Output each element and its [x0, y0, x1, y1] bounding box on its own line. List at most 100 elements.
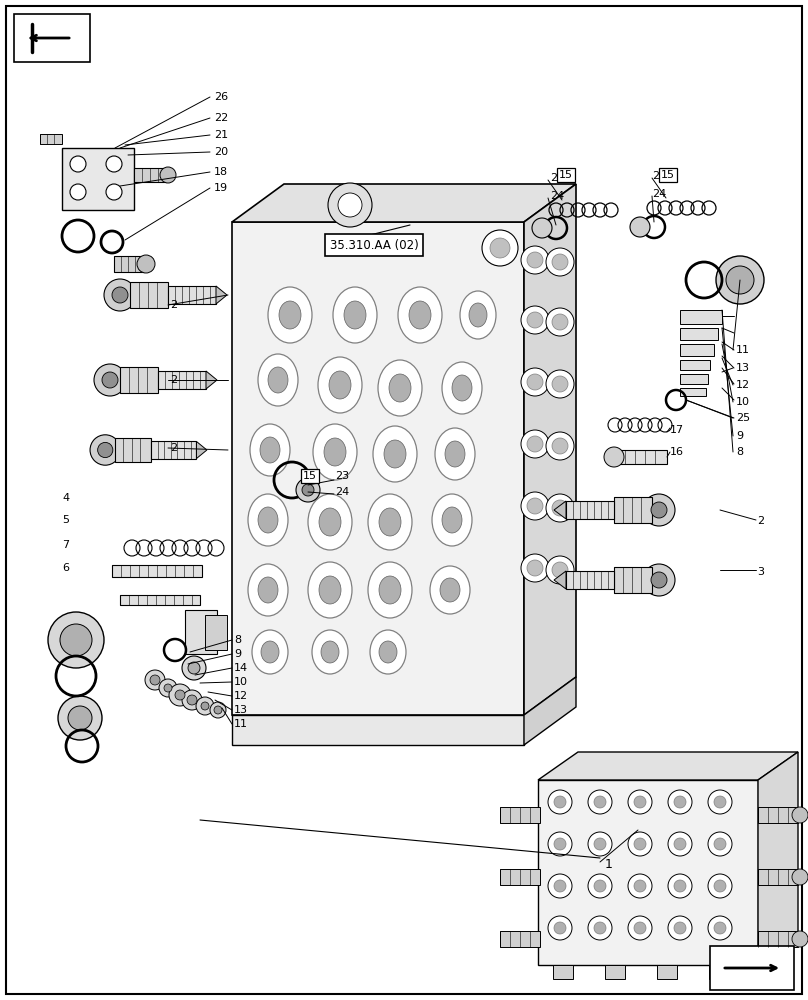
Circle shape	[548, 916, 572, 940]
Circle shape	[527, 252, 543, 268]
Circle shape	[159, 679, 177, 697]
Circle shape	[628, 832, 652, 856]
Circle shape	[634, 796, 646, 808]
Circle shape	[668, 832, 692, 856]
Text: 9: 9	[736, 431, 743, 441]
Circle shape	[716, 256, 764, 304]
Circle shape	[726, 266, 754, 294]
Ellipse shape	[258, 577, 278, 603]
Ellipse shape	[469, 303, 487, 327]
Circle shape	[552, 438, 568, 454]
Circle shape	[588, 874, 612, 898]
Polygon shape	[554, 571, 566, 589]
Circle shape	[196, 697, 214, 715]
Text: 10: 10	[736, 397, 750, 407]
Circle shape	[160, 167, 176, 183]
Text: 20: 20	[214, 147, 228, 157]
Circle shape	[634, 880, 646, 892]
Bar	[112, 565, 202, 577]
Circle shape	[482, 230, 518, 266]
Polygon shape	[554, 501, 566, 519]
Text: 12: 12	[736, 380, 750, 390]
Text: 12: 12	[234, 691, 248, 701]
Circle shape	[643, 564, 675, 596]
Ellipse shape	[344, 301, 366, 329]
Circle shape	[588, 916, 612, 940]
Circle shape	[302, 484, 314, 496]
Circle shape	[521, 246, 549, 274]
Circle shape	[792, 807, 808, 823]
Text: 2: 2	[170, 300, 177, 310]
Circle shape	[594, 838, 606, 850]
Bar	[500, 931, 540, 947]
Bar	[709, 965, 729, 979]
Text: 5: 5	[62, 515, 69, 525]
Circle shape	[554, 796, 566, 808]
Circle shape	[164, 684, 172, 692]
Circle shape	[150, 675, 160, 685]
Ellipse shape	[379, 576, 401, 604]
Polygon shape	[206, 371, 217, 389]
Polygon shape	[232, 222, 524, 715]
Text: 11: 11	[234, 719, 248, 729]
Ellipse shape	[430, 566, 470, 614]
Circle shape	[546, 556, 574, 584]
Circle shape	[588, 790, 612, 814]
Text: 22: 22	[214, 113, 228, 123]
Ellipse shape	[368, 562, 412, 618]
Circle shape	[714, 880, 726, 892]
Circle shape	[296, 478, 320, 502]
Circle shape	[104, 279, 136, 311]
Polygon shape	[14, 14, 90, 62]
Polygon shape	[524, 677, 576, 745]
Text: 4: 4	[62, 493, 69, 503]
Circle shape	[527, 560, 543, 576]
Text: 3: 3	[757, 567, 764, 577]
Text: 2: 2	[170, 443, 177, 453]
Circle shape	[548, 790, 572, 814]
Circle shape	[668, 874, 692, 898]
Circle shape	[630, 217, 650, 237]
Text: 15: 15	[661, 170, 675, 180]
Circle shape	[214, 706, 222, 714]
Text: 8: 8	[736, 447, 743, 457]
Circle shape	[70, 156, 86, 172]
Polygon shape	[758, 752, 798, 965]
Bar	[758, 869, 798, 885]
Bar	[130, 282, 168, 308]
Circle shape	[546, 432, 574, 460]
Text: 23: 23	[550, 173, 564, 183]
Circle shape	[60, 624, 92, 656]
Polygon shape	[538, 752, 798, 780]
Circle shape	[521, 368, 549, 396]
Polygon shape	[710, 946, 794, 990]
Circle shape	[674, 922, 686, 934]
Ellipse shape	[321, 641, 339, 663]
Text: 23: 23	[335, 471, 349, 481]
Ellipse shape	[378, 360, 422, 416]
Circle shape	[714, 922, 726, 934]
Circle shape	[188, 662, 200, 674]
Bar	[168, 286, 216, 304]
Ellipse shape	[268, 287, 312, 343]
Circle shape	[527, 498, 543, 514]
Text: 10: 10	[234, 677, 248, 687]
Bar	[553, 965, 573, 979]
Circle shape	[708, 790, 732, 814]
Ellipse shape	[460, 291, 496, 339]
Circle shape	[169, 684, 191, 706]
Polygon shape	[538, 780, 758, 965]
Circle shape	[201, 702, 209, 710]
Circle shape	[628, 874, 652, 898]
Bar	[680, 310, 722, 324]
Circle shape	[594, 796, 606, 808]
Bar	[680, 328, 718, 340]
Circle shape	[674, 838, 686, 850]
Text: 14: 14	[234, 663, 248, 673]
Text: 17: 17	[670, 425, 684, 435]
Polygon shape	[232, 715, 524, 745]
Ellipse shape	[370, 630, 406, 674]
Ellipse shape	[258, 507, 278, 533]
Ellipse shape	[324, 438, 346, 466]
Circle shape	[634, 922, 646, 934]
